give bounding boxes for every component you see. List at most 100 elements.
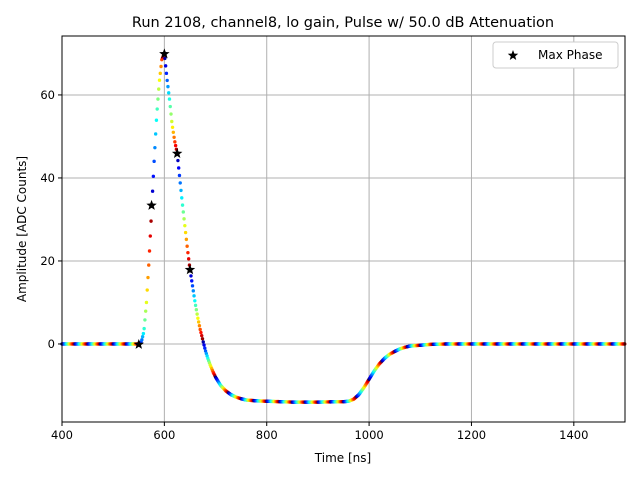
- chart-title: Run 2108, channel8, lo gain, Pulse w/ 50…: [132, 15, 554, 31]
- waveform-point: [157, 78, 162, 82]
- y-tick-label: 40: [40, 171, 55, 185]
- waveform-point: [183, 230, 188, 235]
- waveform-point: [200, 333, 204, 338]
- legend-star-icon: [507, 50, 519, 60]
- waveform-point: [172, 135, 176, 139]
- waveform-point: [143, 309, 148, 313]
- waveform-point: [195, 312, 199, 316]
- waveform-point: [168, 104, 172, 109]
- max-phase-star: [184, 264, 196, 275]
- waveform-point: [177, 173, 182, 178]
- waveform-point: [197, 324, 202, 328]
- waveform-point: [167, 91, 171, 95]
- waveform-point: [181, 210, 186, 214]
- waveform-point: [145, 288, 149, 292]
- waveform-point: [140, 335, 145, 339]
- waveform-point: [173, 140, 177, 144]
- waveform-point: [186, 250, 190, 255]
- waveform-point: [196, 320, 201, 324]
- x-tick-label: 600: [153, 428, 175, 442]
- waveform-point: [151, 174, 156, 178]
- waveform-point: [158, 71, 162, 76]
- waveform-point: [155, 107, 159, 111]
- waveform-point: [171, 130, 176, 134]
- waveform-point: [170, 125, 175, 130]
- max-phase-star: [171, 148, 183, 158]
- waveform-point: [189, 274, 193, 278]
- series-max-phase: [133, 48, 196, 349]
- waveform-point: [150, 189, 155, 193]
- waveform-point: [163, 56, 167, 61]
- max-phase-star: [159, 48, 170, 59]
- waveform-point: [180, 203, 185, 207]
- waveform-point: [192, 294, 196, 298]
- plot-frame: [61, 35, 626, 423]
- series-waveform: [60, 52, 627, 404]
- waveform-point: [199, 330, 203, 335]
- waveform-point: [190, 284, 195, 288]
- waveform-point: [167, 97, 172, 101]
- waveform-point: [156, 97, 160, 101]
- waveform-point: [176, 166, 181, 170]
- waveform-point: [142, 326, 146, 331]
- waveform-point: [185, 244, 189, 248]
- waveform-point: [149, 219, 153, 223]
- x-axis-label: Time [ns]: [314, 451, 371, 465]
- waveform-point: [141, 331, 146, 336]
- waveform-point: [159, 64, 163, 69]
- x-tick-label: 1000: [354, 428, 383, 442]
- waveform-point: [148, 234, 152, 238]
- waveform-point: [193, 303, 198, 308]
- waveform-point: [163, 64, 168, 68]
- waveform-point: [152, 159, 156, 164]
- waveform-point: [144, 300, 149, 305]
- waveform-point: [179, 188, 183, 193]
- waveform-point: [193, 299, 197, 303]
- max-phase-star: [146, 199, 157, 210]
- x-tick-label: 800: [256, 428, 278, 442]
- waveform-point: [173, 143, 178, 148]
- waveform-point: [198, 327, 202, 332]
- waveform-point: [164, 71, 169, 76]
- waveform-point: [176, 158, 180, 163]
- waveform-point: [170, 119, 174, 124]
- waveform-point: [183, 223, 187, 228]
- y-tick-label: 0: [48, 337, 55, 351]
- x-tick-label: 400: [51, 428, 73, 442]
- waveform-point: [153, 132, 158, 136]
- waveform-point: [154, 118, 159, 122]
- grid: [61, 36, 625, 422]
- waveform-point: [194, 308, 199, 312]
- waveform-point: [203, 346, 207, 350]
- y-tick-label: 60: [40, 88, 55, 102]
- waveform-point: [166, 84, 170, 89]
- y-tick-label: 20: [40, 254, 55, 268]
- waveform-point: [165, 78, 169, 83]
- max-phase-star: [133, 338, 144, 349]
- waveform-point: [196, 316, 200, 320]
- waveform-point: [157, 87, 161, 91]
- waveform-point: [201, 340, 205, 344]
- waveform-point: [180, 196, 184, 200]
- waveform-point: [191, 289, 195, 293]
- waveform-point: [153, 145, 157, 150]
- waveform-point: [140, 338, 144, 342]
- waveform-point: [182, 217, 186, 221]
- waveform-point: [202, 343, 206, 347]
- waveform-point: [190, 279, 194, 283]
- waveform-point: [146, 275, 150, 280]
- legend-box: [492, 41, 619, 69]
- legend: Max Phase: [492, 41, 619, 69]
- waveform-point: [147, 263, 151, 267]
- legend-label-max-phase: Max Phase: [538, 48, 602, 62]
- waveform-point: [184, 237, 189, 242]
- x-tick-label: 1400: [559, 428, 588, 442]
- waveform-point: [200, 337, 205, 341]
- waveform-point: [147, 249, 152, 253]
- y-axis-label: Amplitude [ADC Counts]: [15, 156, 29, 302]
- waveform-point: [143, 318, 147, 322]
- waveform-point: [186, 257, 191, 261]
- waveform-point: [169, 112, 173, 116]
- axis-ticks: 400 600 800 1000 1200 1400 0 20 40 60: [40, 88, 588, 442]
